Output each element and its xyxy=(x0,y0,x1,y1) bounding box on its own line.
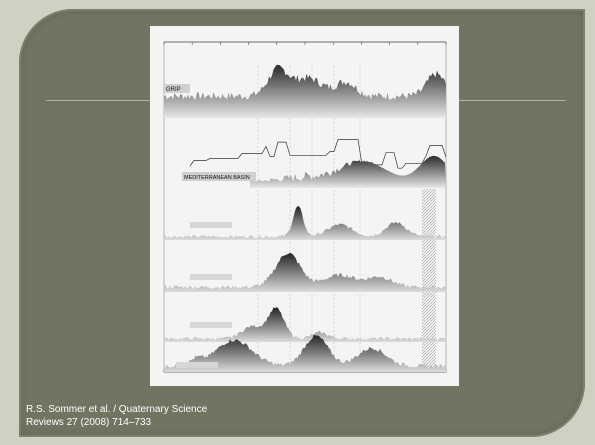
title-divider-left xyxy=(46,100,150,101)
secondary-record-line xyxy=(189,139,447,169)
grip-label-box xyxy=(164,84,190,93)
basin-label: MEDITERRANEAN BASIN xyxy=(184,175,250,181)
grip-label: GRIP xyxy=(166,87,181,93)
figure-graphic: GRIP MEDITERRANEAN BASIN xyxy=(163,41,447,373)
time-markers xyxy=(257,66,361,372)
basin-label-box xyxy=(182,172,256,181)
distribution-panel-2 xyxy=(164,252,446,292)
distribution-panel-4 xyxy=(164,334,446,372)
distribution-panel-1 xyxy=(164,206,446,240)
title-divider-right xyxy=(459,100,566,101)
grip-record-curve xyxy=(164,64,446,118)
hatched-band xyxy=(422,189,436,372)
figure-citation: R.S. Sommer et al. / Quaternary Science … xyxy=(26,403,207,429)
scientific-figure: GRIP MEDITERRANEAN BASIN xyxy=(150,26,459,386)
distribution-panel-3 xyxy=(164,307,446,342)
citation-line-2: Reviews 27 (2008) 714–733 xyxy=(26,417,152,428)
panel-1-label-box xyxy=(190,222,232,228)
citation-line-1: R.S. Sommer et al. / Quaternary Science xyxy=(26,404,208,415)
panel-2-label-box xyxy=(190,274,232,280)
mediterranean-record-curve xyxy=(250,155,446,188)
panel-4-label-box xyxy=(176,362,218,368)
panel-3-label-box xyxy=(190,322,232,328)
